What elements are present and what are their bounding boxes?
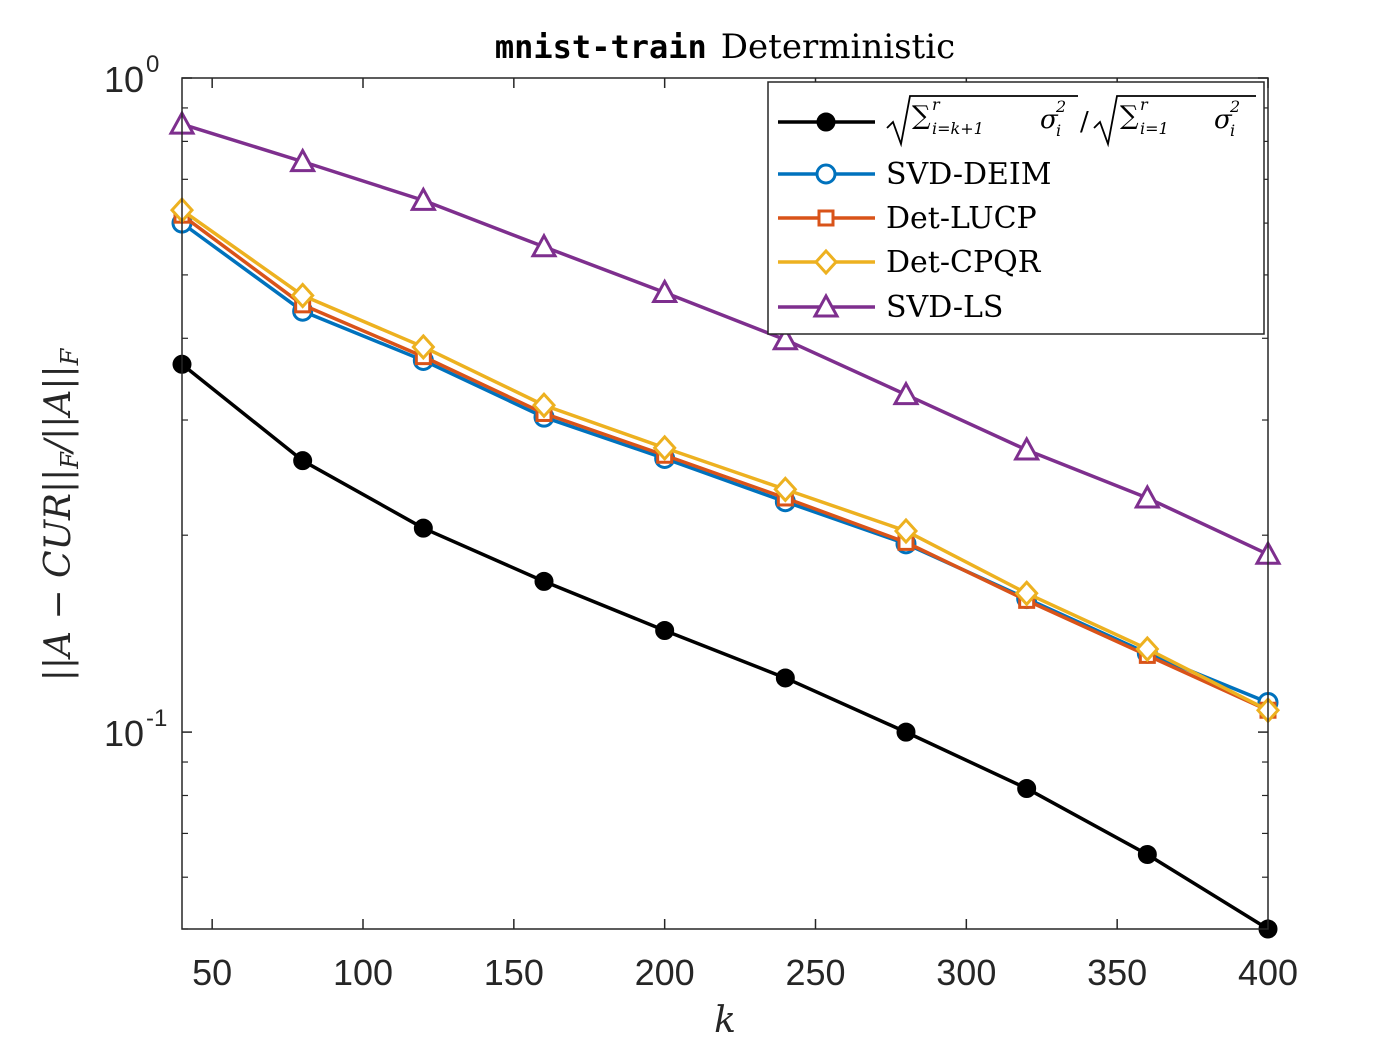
sigma-sub: i	[1056, 121, 1061, 140]
data-point	[892, 380, 920, 406]
data-point	[1017, 778, 1037, 798]
legend-label: Det-CPQR	[886, 245, 1042, 280]
data-point	[1013, 435, 1041, 461]
sum-symbol-2: ∑	[1120, 101, 1139, 131]
x-tick-label: 100	[333, 952, 393, 993]
y-tick-base: 10	[104, 59, 144, 100]
data-point	[409, 186, 437, 211]
y-tick-exp: -1	[146, 705, 167, 732]
sum-upper-2: r	[1140, 95, 1149, 114]
x-tick-label: 250	[785, 952, 845, 993]
chart-title-mono: mnist-train	[495, 28, 707, 66]
legend-box	[767, 81, 1265, 335]
legend: ∑ ri=k+1 σ2i / ∑ ri=1 σ2iSVD-DEIMDet-LUCPDet-C…	[767, 81, 1265, 335]
y-axis-label-mid: /||A||	[38, 365, 79, 455]
chart-title-text: Deterministic	[721, 27, 955, 67]
x-tick-label: 50	[192, 952, 232, 993]
x-tick-label: 400	[1238, 952, 1298, 993]
legend-swatch-marker	[815, 163, 837, 185]
legend-item: SVD-LS	[778, 290, 1003, 325]
legend-label-formula: ∑ ri=k+1 σ2i / ∑ ri=1 σ2i	[886, 95, 1256, 148]
y-tick-base: 10	[104, 713, 144, 754]
data-point	[775, 668, 795, 688]
legend-item: ∑ ri=k+1 σ2i / ∑ ri=1 σ2i	[778, 95, 1256, 148]
data-point	[773, 476, 798, 503]
sigma-sup-2: 2	[1229, 97, 1240, 116]
data-point	[652, 434, 677, 462]
legend-label: SVD-LS	[886, 290, 1003, 325]
data-point	[293, 451, 313, 471]
sqrt-sign	[886, 95, 1078, 148]
data-point	[1014, 580, 1039, 607]
legend-label: Det-LUCP	[886, 201, 1037, 236]
plot-frame	[181, 77, 1269, 930]
data-point	[1133, 483, 1161, 509]
data-point	[290, 282, 315, 309]
sum-lower: i=k+1	[932, 119, 984, 138]
data-point	[534, 571, 554, 591]
data-point	[655, 620, 675, 640]
y-tick-exp: 0	[146, 51, 159, 78]
series-svd-ls	[168, 110, 1282, 565]
series-line	[180, 362, 1269, 931]
sum-upper: r	[932, 95, 941, 114]
y-axis-label-sub1: F	[56, 451, 84, 470]
series-line	[181, 122, 1269, 556]
data-point	[651, 278, 679, 303]
data-point	[531, 392, 557, 419]
y-tick-label: 10 0	[104, 51, 159, 100]
y-axis-label: ||A − CUR||F/||A||F	[38, 347, 84, 681]
slash: /	[1080, 107, 1089, 137]
x-axis-label: k	[714, 1000, 736, 1041]
data-point	[893, 517, 919, 545]
data-point	[411, 333, 436, 361]
series-det-cpqr	[169, 196, 1281, 724]
x-tick-label: 350	[1087, 952, 1147, 993]
data-point	[530, 232, 558, 258]
legend-item: SVD-DEIM	[778, 157, 1051, 192]
series-line	[180, 221, 1269, 705]
chart-title: mnist-train Deterministic	[495, 27, 955, 67]
sum-symbol: ∑	[912, 101, 931, 131]
sum-lower-2: i=1	[1140, 119, 1169, 138]
x-axis: 50 100 150 200 250 300 350 400	[192, 78, 1298, 993]
legend-item: Det-LUCP	[778, 201, 1037, 236]
legend-swatch-marker	[817, 209, 835, 227]
y-axis-label-sub2: F	[56, 347, 84, 366]
data-point	[1135, 635, 1160, 663]
x-tick-label: 200	[635, 952, 695, 993]
y-axis-label-main: ||A − CUR||	[38, 469, 79, 682]
sigma-2: σ	[1214, 105, 1233, 135]
data-point	[289, 147, 317, 173]
sigma: σ	[1040, 105, 1059, 135]
legend-item: Det-CPQR	[778, 245, 1042, 280]
legend-label: SVD-DEIM	[886, 157, 1051, 192]
sigma-sub-2: i	[1230, 121, 1235, 140]
series-line	[180, 208, 1269, 712]
legend-swatch-marker	[813, 248, 839, 276]
legend-swatch-marker	[812, 292, 840, 318]
series-line	[180, 213, 1269, 712]
data-point	[771, 325, 799, 351]
data-point	[1137, 844, 1157, 864]
legend-swatch-marker	[816, 112, 836, 132]
y-tick-label: 10 -1	[104, 705, 167, 754]
sqrt-sign-2	[1093, 95, 1256, 148]
series-layer	[168, 110, 1282, 939]
data-point	[896, 722, 916, 742]
sigma-sup: 2	[1055, 97, 1066, 116]
data-point	[413, 518, 433, 538]
x-tick-label: 300	[936, 952, 996, 993]
x-tick-label: 150	[484, 952, 544, 993]
